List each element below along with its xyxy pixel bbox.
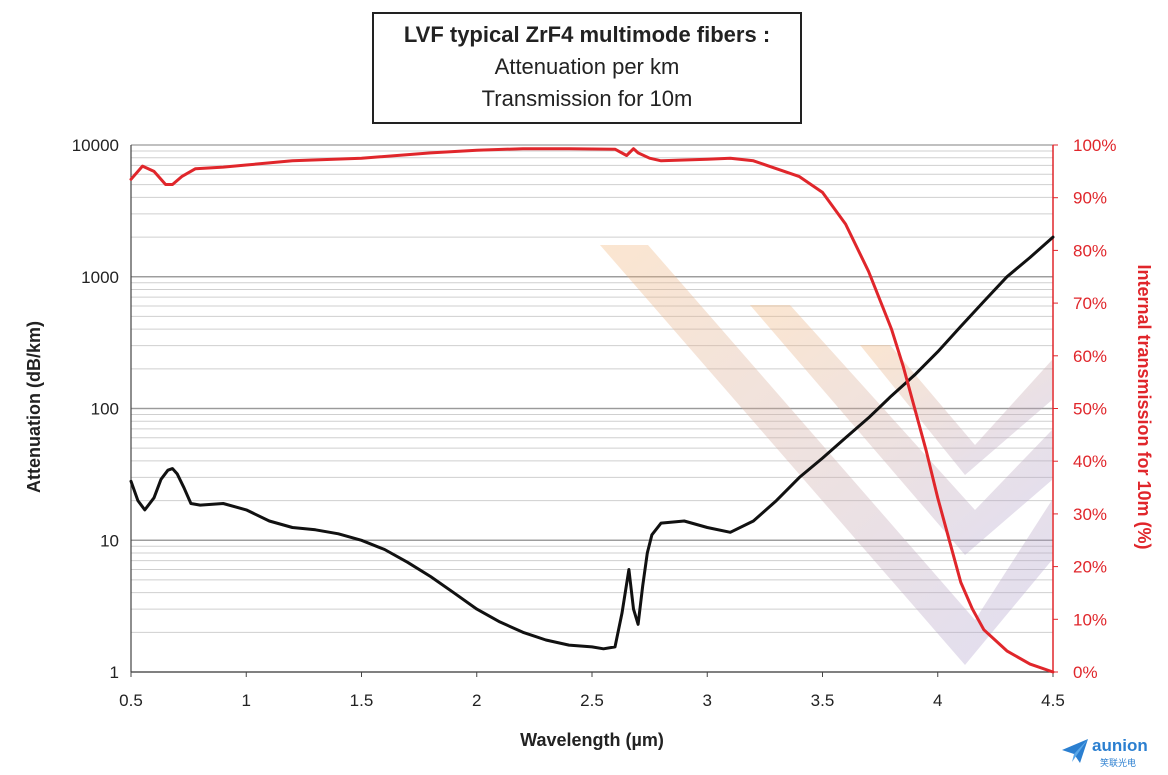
y-tick-label-left: 10000 bbox=[72, 136, 119, 155]
x-tick-label: 1 bbox=[242, 691, 251, 710]
y-tick-label-right: 100% bbox=[1073, 136, 1116, 155]
y-tick-label-right: 80% bbox=[1073, 241, 1107, 260]
brand-logo: aunion 笑联光电 bbox=[1060, 734, 1160, 770]
y-tick-label-right: 40% bbox=[1073, 452, 1107, 471]
y-axis-label-left: Attenuation (dB/km) bbox=[24, 321, 44, 493]
x-tick-label: 3.5 bbox=[811, 691, 835, 710]
chart-subtitle-transmission: Transmission for 10m bbox=[481, 86, 693, 111]
x-tick-label: 4.5 bbox=[1041, 691, 1065, 710]
y-tick-label-right: 10% bbox=[1073, 610, 1107, 629]
x-tick-label: 4 bbox=[933, 691, 942, 710]
y-tick-label-right: 0% bbox=[1073, 663, 1098, 682]
y-tick-label-left: 100 bbox=[91, 400, 119, 419]
x-tick-label: 0.5 bbox=[119, 691, 143, 710]
paper-plane-icon bbox=[1062, 739, 1088, 763]
y-tick-label-right: 60% bbox=[1073, 347, 1107, 366]
x-tick-label: 2.5 bbox=[580, 691, 604, 710]
axes bbox=[130, 144, 1058, 677]
logo-name: aunion bbox=[1092, 736, 1148, 755]
y-tick-label-left: 10 bbox=[100, 531, 119, 550]
chart-title-box: LVF typical ZrF4 multimode fibers : Atte… bbox=[372, 12, 802, 124]
y-tick-label-left: 1 bbox=[110, 663, 119, 682]
attenuation-series-line bbox=[129, 235, 1055, 651]
y-tick-label-left: 1000 bbox=[81, 268, 119, 287]
y-axis-label-right: Internal transmission for 10m (%) bbox=[1134, 264, 1154, 549]
logo-subtitle: 笑联光电 bbox=[1100, 759, 1137, 769]
y-tick-label-right: 50% bbox=[1073, 400, 1107, 419]
transmission-series-line bbox=[129, 147, 1055, 674]
chart-title: LVF typical ZrF4 multimode fibers : bbox=[403, 22, 771, 47]
y-tick-label-right: 70% bbox=[1073, 294, 1107, 313]
tick-labels: 0.5 1 1.5 2 2.5 3 3.5 4 4.51101001000100000%10%2… bbox=[72, 136, 1117, 710]
series-lines bbox=[129, 147, 1055, 674]
x-tick-label: 2 bbox=[472, 691, 481, 710]
x-tick-label: 1.5 bbox=[350, 691, 374, 710]
y-tick-label-right: 20% bbox=[1073, 558, 1107, 577]
y-tick-label-right: 30% bbox=[1073, 505, 1107, 524]
chart-subtitle-attenuation: Attenuation per km bbox=[494, 54, 680, 79]
x-tick-label: 3 bbox=[703, 691, 712, 710]
x-axis-label: Wavelength (µm) bbox=[520, 730, 664, 750]
y-tick-label-right: 90% bbox=[1073, 189, 1107, 208]
